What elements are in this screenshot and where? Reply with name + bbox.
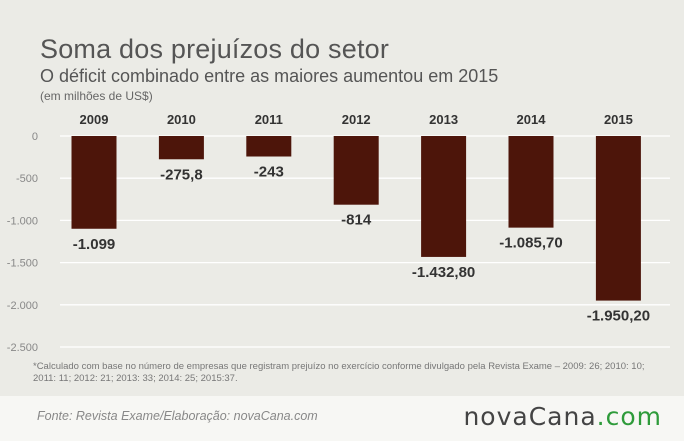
chart-subtitle: O déficit combinado entre as maiores aum… <box>40 66 499 86</box>
data-label: -243 <box>254 164 284 181</box>
source-text: Fonte: Revista Exame/Elaboração: novaCan… <box>37 409 318 423</box>
logo-com-text: .com <box>596 402 662 431</box>
y-tick-label: -2.000 <box>7 300 38 312</box>
footnote: *Calculado com base no número de empresa… <box>33 361 645 384</box>
y-tick-label: -1.000 <box>7 215 38 227</box>
unit-note: (em milhões de US$) <box>40 89 153 103</box>
y-tick-label: -1.500 <box>7 258 38 270</box>
chart-title: Soma dos prejuízos do setor <box>40 34 390 64</box>
y-tick-label: -500 <box>16 173 38 185</box>
y-tick-label: 0 <box>32 131 38 143</box>
x-category-label: 2015 <box>604 112 633 127</box>
bar <box>246 136 292 157</box>
x-category-label: 2014 <box>517 112 547 127</box>
bar <box>158 136 204 160</box>
novacana-logo: novaCana.com <box>463 402 662 431</box>
bar <box>595 136 641 301</box>
data-label: -814 <box>341 212 372 229</box>
bar <box>421 136 467 257</box>
bar <box>71 136 117 229</box>
data-label: -1.099 <box>73 236 116 253</box>
footer-bar: Fonte: Revista Exame/Elaboração: novaCan… <box>0 396 684 441</box>
x-category-label: 2010 <box>167 112 196 127</box>
y-tick-label: -2.500 <box>7 342 38 354</box>
x-category-label: 2009 <box>80 112 109 127</box>
x-category-label: 2013 <box>429 112 458 127</box>
data-label: -275,8 <box>160 166 203 183</box>
x-category-label: 2012 <box>342 112 371 127</box>
data-label: -1.950,20 <box>587 308 650 325</box>
bar <box>508 136 554 228</box>
data-label: -1.085,70 <box>499 235 562 252</box>
logo-main-text: novaCana <box>463 402 597 431</box>
data-label: -1.432,80 <box>412 264 475 281</box>
x-category-label: 2011 <box>255 112 283 127</box>
bar-chart: 0 -500 -1.000 -1.500 -2.000 -2.500 2009 -1.099 2… <box>7 112 670 354</box>
bar <box>333 136 379 205</box>
